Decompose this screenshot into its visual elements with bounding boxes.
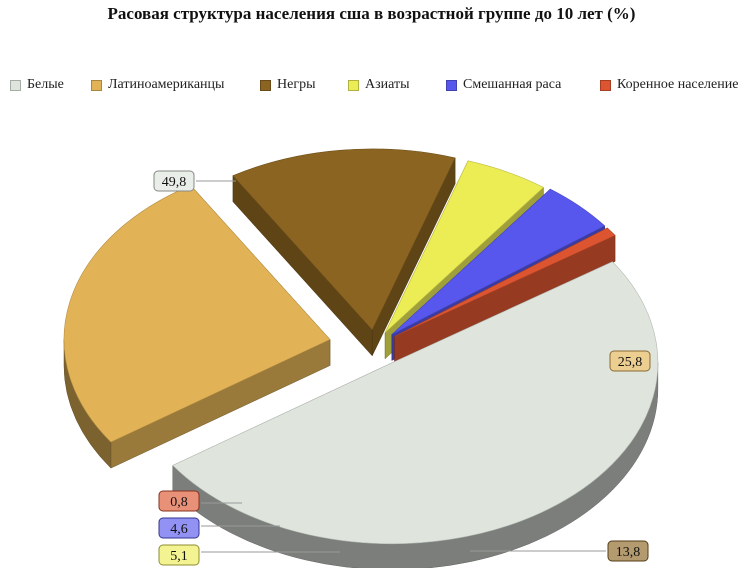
data-label-box-mixed bbox=[158, 517, 200, 539]
leader-lines bbox=[196, 180, 606, 553]
legend-label-white: Белые bbox=[27, 77, 64, 92]
data-label-text-hispanic: 25,8 bbox=[618, 355, 643, 370]
slice-hispanic[interactable] bbox=[63, 185, 331, 443]
data-label-black: 13,8 bbox=[607, 540, 649, 562]
legend-item-black[interactable]: Негры bbox=[260, 77, 315, 93]
data-label-mixed: 4,6 bbox=[158, 517, 200, 539]
legend-swatch-hispanic bbox=[91, 79, 102, 91]
legend-label-asian: Азиаты bbox=[365, 77, 410, 92]
data-labels: 49,8 25,8 13,8 5,1 4,6 0,8 bbox=[153, 170, 651, 566]
data-label-asian: 5,1 bbox=[158, 544, 200, 566]
data-label-text-black: 13,8 bbox=[616, 545, 641, 560]
pie-tops bbox=[63, 148, 659, 544]
legend-label-black: Негры bbox=[277, 77, 316, 92]
legend-item-asian[interactable]: Азиаты bbox=[348, 77, 410, 93]
data-label-box-hispanic bbox=[609, 350, 651, 372]
legend-swatch-native bbox=[600, 79, 611, 91]
legend-label-native: Коренное население bbox=[617, 77, 739, 92]
data-label-white: 49,8 bbox=[153, 170, 195, 192]
slice-black[interactable] bbox=[232, 148, 456, 331]
legend-label-mixed: Смешанная раса bbox=[463, 77, 562, 92]
data-label-box-asian bbox=[158, 544, 200, 566]
data-label-text-asian: 5,1 bbox=[170, 549, 188, 564]
slice-native[interactable] bbox=[394, 227, 616, 337]
data-label-box-native bbox=[158, 490, 200, 512]
legend-swatch-white bbox=[10, 79, 21, 91]
slice-white[interactable] bbox=[172, 261, 659, 544]
data-label-text-mixed: 4,6 bbox=[170, 522, 188, 537]
legend: Белые Латиноамериканцы Негры Азиаты Смеш… bbox=[0, 77, 743, 93]
legend-item-hispanic[interactable]: Латиноамериканцы bbox=[91, 77, 224, 93]
legend-item-white[interactable]: Белые bbox=[10, 77, 64, 93]
data-label-text-white: 49,8 bbox=[162, 175, 187, 190]
data-label-box-white bbox=[153, 170, 195, 192]
data-label-text-native: 0,8 bbox=[170, 495, 188, 510]
legend-swatch-black bbox=[260, 79, 271, 91]
slice-asian[interactable] bbox=[384, 160, 545, 333]
chart-title: Расовая структура населения сша в возрас… bbox=[107, 4, 636, 23]
legend-item-native[interactable]: Коренное население bbox=[600, 77, 738, 93]
data-label-hispanic: 25,8 bbox=[609, 350, 651, 372]
data-label-native: 0,8 bbox=[158, 490, 200, 512]
data-label-box-black bbox=[607, 540, 649, 562]
legend-item-mixed[interactable]: Смешанная раса bbox=[446, 77, 561, 93]
legend-label-hispanic: Латиноамериканцы bbox=[108, 77, 225, 92]
legend-swatch-asian bbox=[348, 79, 359, 91]
slice-mixed[interactable] bbox=[391, 188, 606, 335]
legend-swatch-mixed bbox=[446, 79, 457, 91]
